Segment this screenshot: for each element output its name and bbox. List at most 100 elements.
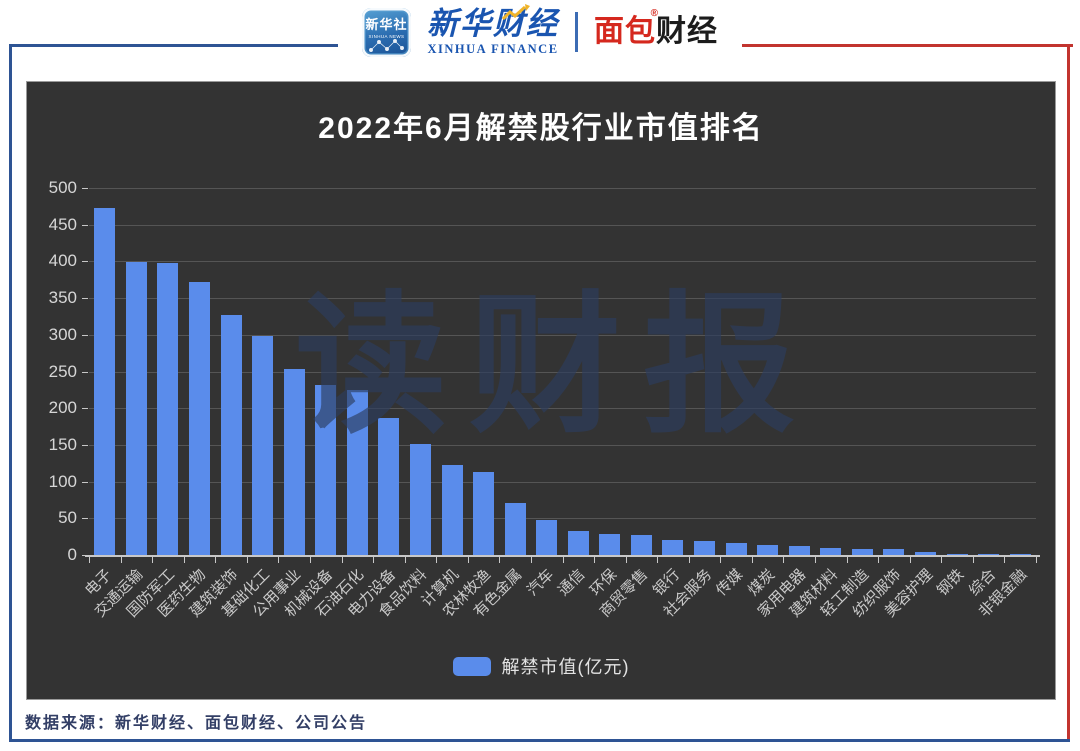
frame-border-left bbox=[9, 44, 12, 742]
bar bbox=[599, 534, 621, 555]
x-axis-tick bbox=[1004, 557, 1006, 563]
x-axis-tick bbox=[467, 557, 469, 563]
bar bbox=[915, 552, 937, 555]
xinhua-finance-en: XINHUA FINANCE bbox=[427, 41, 559, 56]
chart-title: 2022年6月解禁股行业市值排名 bbox=[318, 112, 764, 145]
y-axis-tick bbox=[82, 334, 88, 336]
gridline bbox=[89, 444, 1036, 446]
bar bbox=[473, 472, 495, 555]
xinhua-finance-logo: 新华财经 XINHUA FINANCE bbox=[427, 3, 559, 57]
chart-panel: 2022年6月解禁股行业市值排名 500 450 400 350 300 250 200 15… bbox=[26, 81, 1056, 700]
x-axis-tick bbox=[373, 557, 375, 563]
frame-border-right bbox=[1067, 44, 1070, 742]
x-axis-tick bbox=[246, 557, 248, 563]
x-axis-label: 通信 bbox=[555, 566, 589, 600]
frame-border-bottom bbox=[9, 739, 1070, 742]
bar bbox=[409, 444, 431, 555]
bar bbox=[252, 335, 274, 555]
y-axis-label: 300 bbox=[48, 324, 77, 344]
y-axis-label: 150 bbox=[48, 434, 77, 454]
xinhua-news-app-icon: 新华社 XINHUA NEWS bbox=[362, 7, 411, 57]
gridline bbox=[89, 298, 1036, 300]
gridline bbox=[89, 518, 1036, 520]
x-axis-tick bbox=[152, 557, 154, 563]
gridline bbox=[89, 481, 1036, 483]
x-axis-tick bbox=[972, 557, 974, 563]
bar bbox=[567, 530, 589, 555]
bar bbox=[378, 417, 400, 555]
x-axis-tick bbox=[720, 557, 722, 563]
x-axis-tick bbox=[215, 557, 217, 563]
network-constellation-icon bbox=[369, 38, 404, 52]
x-axis-tick bbox=[625, 557, 627, 563]
bar bbox=[94, 207, 116, 555]
gridline bbox=[89, 188, 1036, 189]
y-axis-label: 0 bbox=[67, 545, 77, 564]
x-axis-tick bbox=[530, 557, 532, 563]
y-axis-label: 350 bbox=[48, 288, 77, 308]
y-axis-tick bbox=[82, 261, 88, 263]
x-axis-tick bbox=[89, 557, 90, 563]
legend-label: 解禁市值(亿元) bbox=[501, 657, 630, 677]
bar bbox=[157, 262, 179, 555]
y-axis-tick bbox=[82, 298, 88, 300]
bar bbox=[504, 502, 526, 555]
x-axis-tick bbox=[751, 557, 753, 563]
y-axis-label: 400 bbox=[48, 251, 77, 271]
x-axis-tick bbox=[909, 557, 911, 563]
bar bbox=[725, 542, 747, 555]
registered-mark-icon: ® bbox=[650, 8, 658, 19]
bar bbox=[346, 389, 368, 555]
logo-divider bbox=[575, 12, 578, 52]
xinhua-finance-cn: 新华财经 bbox=[427, 5, 559, 41]
x-axis-tick bbox=[309, 557, 311, 563]
x-axis-tick bbox=[941, 557, 943, 563]
gridline bbox=[89, 371, 1036, 373]
y-axis-label: 50 bbox=[58, 508, 77, 528]
y-axis-tick bbox=[82, 408, 88, 410]
xinhua-app-en-label: XINHUA NEWS bbox=[368, 33, 405, 39]
header-rule-blue bbox=[9, 44, 540, 47]
x-axis-tick bbox=[594, 557, 596, 563]
bar bbox=[1009, 554, 1031, 555]
y-axis-tick bbox=[82, 224, 88, 226]
gridline bbox=[89, 334, 1036, 336]
bar bbox=[662, 539, 684, 555]
x-axis-tick bbox=[846, 557, 848, 563]
x-axis-tick bbox=[120, 557, 122, 563]
bread-finance-logo: 面包财经 ® bbox=[594, 9, 718, 47]
bar bbox=[441, 464, 463, 555]
y-axis-label: 100 bbox=[48, 471, 77, 491]
y-axis-label: 450 bbox=[48, 214, 77, 234]
y-axis-tick bbox=[82, 481, 88, 483]
gridline bbox=[89, 224, 1036, 226]
y-axis-label: 500 bbox=[48, 178, 77, 197]
bar bbox=[757, 545, 779, 555]
x-axis-tick bbox=[499, 557, 501, 563]
x-axis-tick bbox=[815, 557, 817, 563]
bar bbox=[946, 553, 968, 555]
x-axis-tick bbox=[1036, 557, 1037, 563]
bar bbox=[788, 546, 810, 555]
y-axis-label: 200 bbox=[48, 398, 77, 418]
x-axis-tick bbox=[878, 557, 880, 563]
y-axis-tick bbox=[82, 371, 88, 373]
x-axis-tick bbox=[183, 557, 185, 563]
bar bbox=[978, 553, 1000, 555]
x-axis-tick bbox=[278, 557, 280, 563]
x-axis-tick bbox=[404, 557, 406, 563]
bar bbox=[883, 549, 905, 555]
header-logo-strip: 新华社 XINHUA NEWS 新华财经 XINHUA FINANCE 面包财经… bbox=[338, 0, 742, 64]
x-axis-label: 汽车 bbox=[523, 566, 557, 600]
stock-arrow-icon bbox=[501, 3, 530, 20]
bar bbox=[630, 535, 652, 555]
x-axis-line bbox=[85, 555, 1040, 557]
x-axis-label: 钢铁 bbox=[933, 566, 968, 600]
x-axis-label: 传媒 bbox=[713, 566, 747, 600]
x-axis-tick bbox=[688, 557, 690, 563]
legend-swatch bbox=[452, 656, 491, 676]
bar bbox=[220, 314, 242, 555]
x-axis-tick bbox=[341, 557, 343, 563]
bar bbox=[694, 541, 716, 555]
x-axis-tick bbox=[657, 557, 659, 563]
